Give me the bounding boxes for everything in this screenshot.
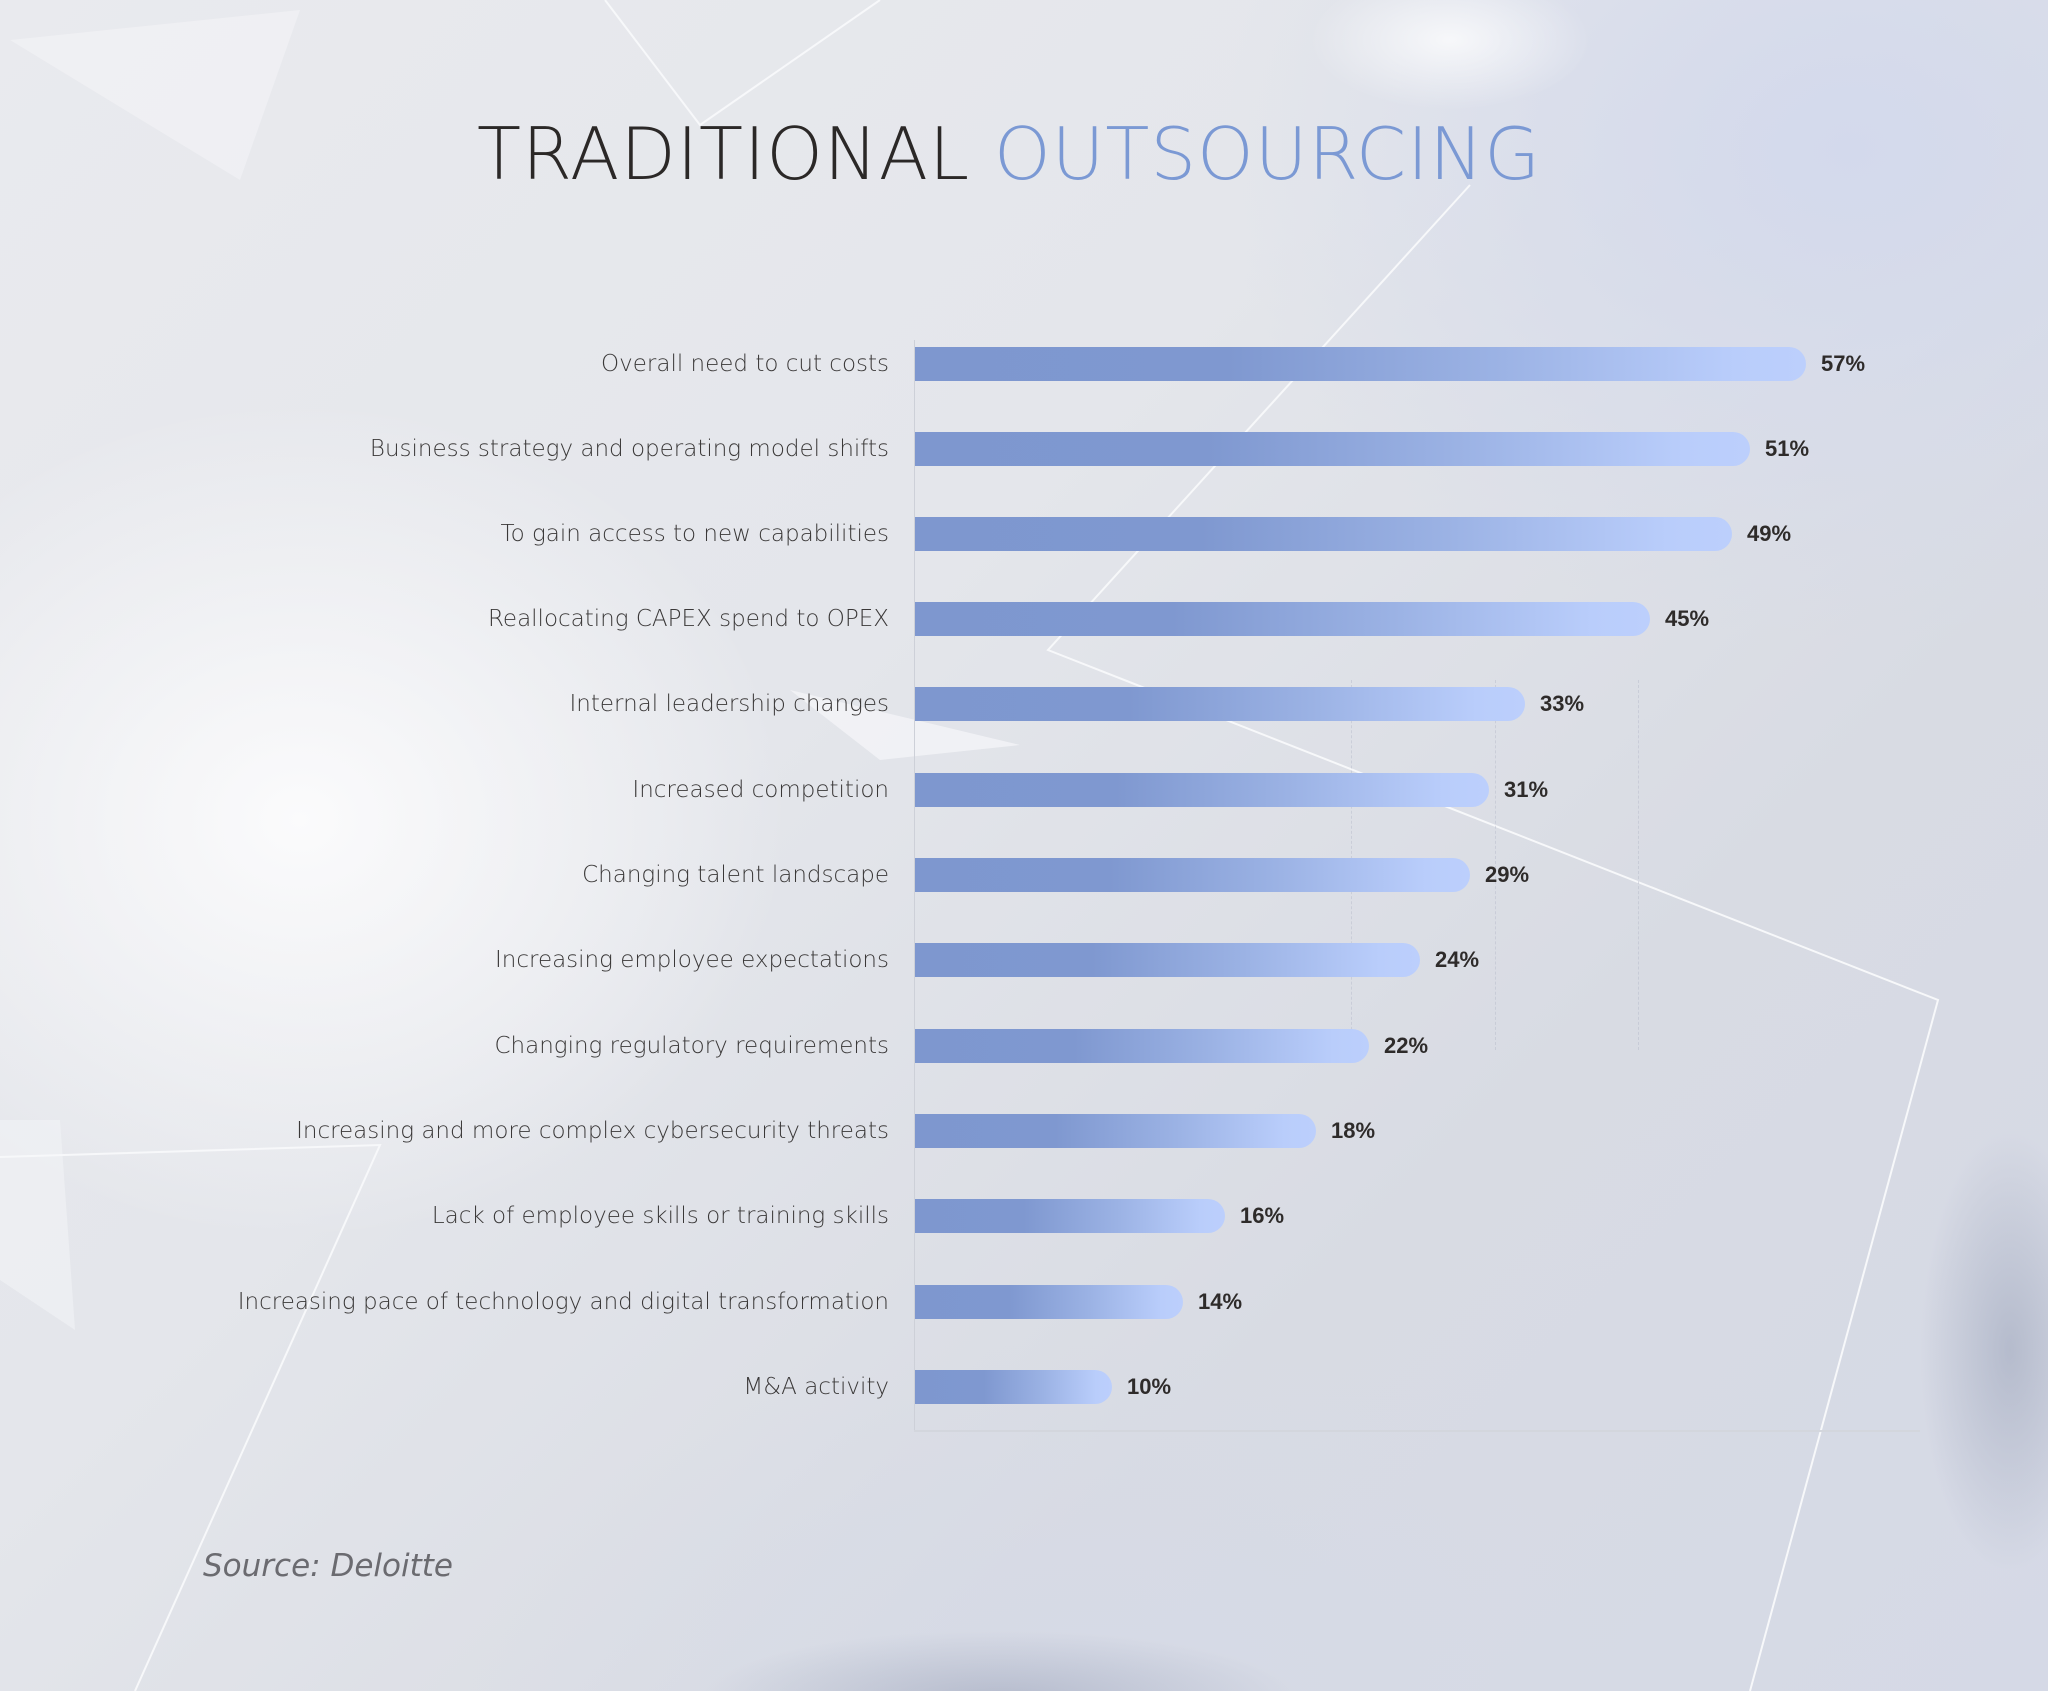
bar bbox=[915, 1285, 1183, 1319]
bar-row: Changing talent landscape 29% bbox=[0, 857, 2048, 893]
bar-row: Increasing employee expectations 24% bbox=[0, 942, 2048, 978]
value-label: 57% bbox=[1821, 351, 1866, 376]
gridline bbox=[1638, 680, 1639, 1050]
category-label: Overall need to cut costs bbox=[601, 351, 889, 377]
bar bbox=[915, 347, 1806, 381]
category-label: Increasing employee expectations bbox=[494, 947, 889, 973]
bar-row: Business strategy and operating model sh… bbox=[0, 431, 2048, 467]
value-label: 29% bbox=[1485, 862, 1530, 887]
value-label: 18% bbox=[1331, 1118, 1376, 1143]
title-part-traditional: TRADITIONAL bbox=[476, 112, 971, 196]
value-label: 51% bbox=[1765, 436, 1810, 461]
bar bbox=[915, 943, 1420, 977]
source-note: Source: Deloitte bbox=[203, 1548, 453, 1584]
bar-row: Reallocating CAPEX spend to OPEX 45% bbox=[0, 601, 2048, 637]
bar bbox=[915, 517, 1732, 551]
value-label: 10% bbox=[1127, 1374, 1172, 1399]
category-label: Increasing and more complex cybersecurit… bbox=[296, 1118, 889, 1144]
bar-row: Internal leadership changes 33% bbox=[0, 686, 2048, 722]
bar bbox=[915, 1199, 1225, 1233]
value-label: 14% bbox=[1198, 1289, 1243, 1314]
value-label: 16% bbox=[1240, 1203, 1285, 1228]
bar bbox=[915, 1029, 1369, 1063]
value-label: 31% bbox=[1504, 777, 1549, 802]
value-label: 33% bbox=[1540, 691, 1585, 716]
bar bbox=[915, 432, 1750, 466]
category-label: Increased competition bbox=[632, 777, 889, 803]
category-label: To gain access to new capabilities bbox=[500, 521, 889, 547]
bar-row: Lack of employee skills or training skil… bbox=[0, 1198, 2048, 1234]
bar-row: Increasing pace of technology and digita… bbox=[0, 1284, 2048, 1320]
category-label: M&A activity bbox=[743, 1374, 889, 1400]
bar bbox=[915, 773, 1489, 807]
bar-row: Increased competition 31% bbox=[0, 772, 2048, 808]
y-axis-line bbox=[914, 340, 915, 1432]
bar bbox=[915, 602, 1650, 636]
bar bbox=[915, 858, 1470, 892]
value-label: 45% bbox=[1665, 606, 1710, 631]
category-label: Changing regulatory requirements bbox=[494, 1033, 889, 1059]
x-axis-line bbox=[914, 1430, 1920, 1432]
bar-row: Overall need to cut costs 57% bbox=[0, 346, 2048, 382]
chart-title: TRADITIONAL OUTSOURCING bbox=[0, 118, 2048, 190]
bar-row: To gain access to new capabilities 49% bbox=[0, 516, 2048, 552]
category-label: Business strategy and operating model sh… bbox=[369, 436, 889, 462]
value-label: 49% bbox=[1747, 521, 1792, 546]
category-label: Lack of employee skills or training skil… bbox=[431, 1203, 889, 1229]
value-label: 24% bbox=[1435, 947, 1480, 972]
category-label: Reallocating CAPEX spend to OPEX bbox=[487, 606, 889, 632]
value-label: 22% bbox=[1384, 1033, 1429, 1058]
bar bbox=[915, 1114, 1316, 1148]
category-label: Changing talent landscape bbox=[582, 862, 889, 888]
bar-row: Changing regulatory requirements 22% bbox=[0, 1028, 2048, 1064]
bar-row: M&A activity 10% bbox=[0, 1369, 2048, 1405]
bar bbox=[915, 1370, 1112, 1404]
category-label: Internal leadership changes bbox=[569, 691, 889, 717]
gridline bbox=[1495, 680, 1496, 1050]
bar-row: Increasing and more complex cybersecurit… bbox=[0, 1113, 2048, 1149]
category-label: Increasing pace of technology and digita… bbox=[237, 1289, 889, 1315]
title-part-outsourcing: OUTSOURCING bbox=[994, 112, 1542, 196]
bar bbox=[915, 687, 1525, 721]
